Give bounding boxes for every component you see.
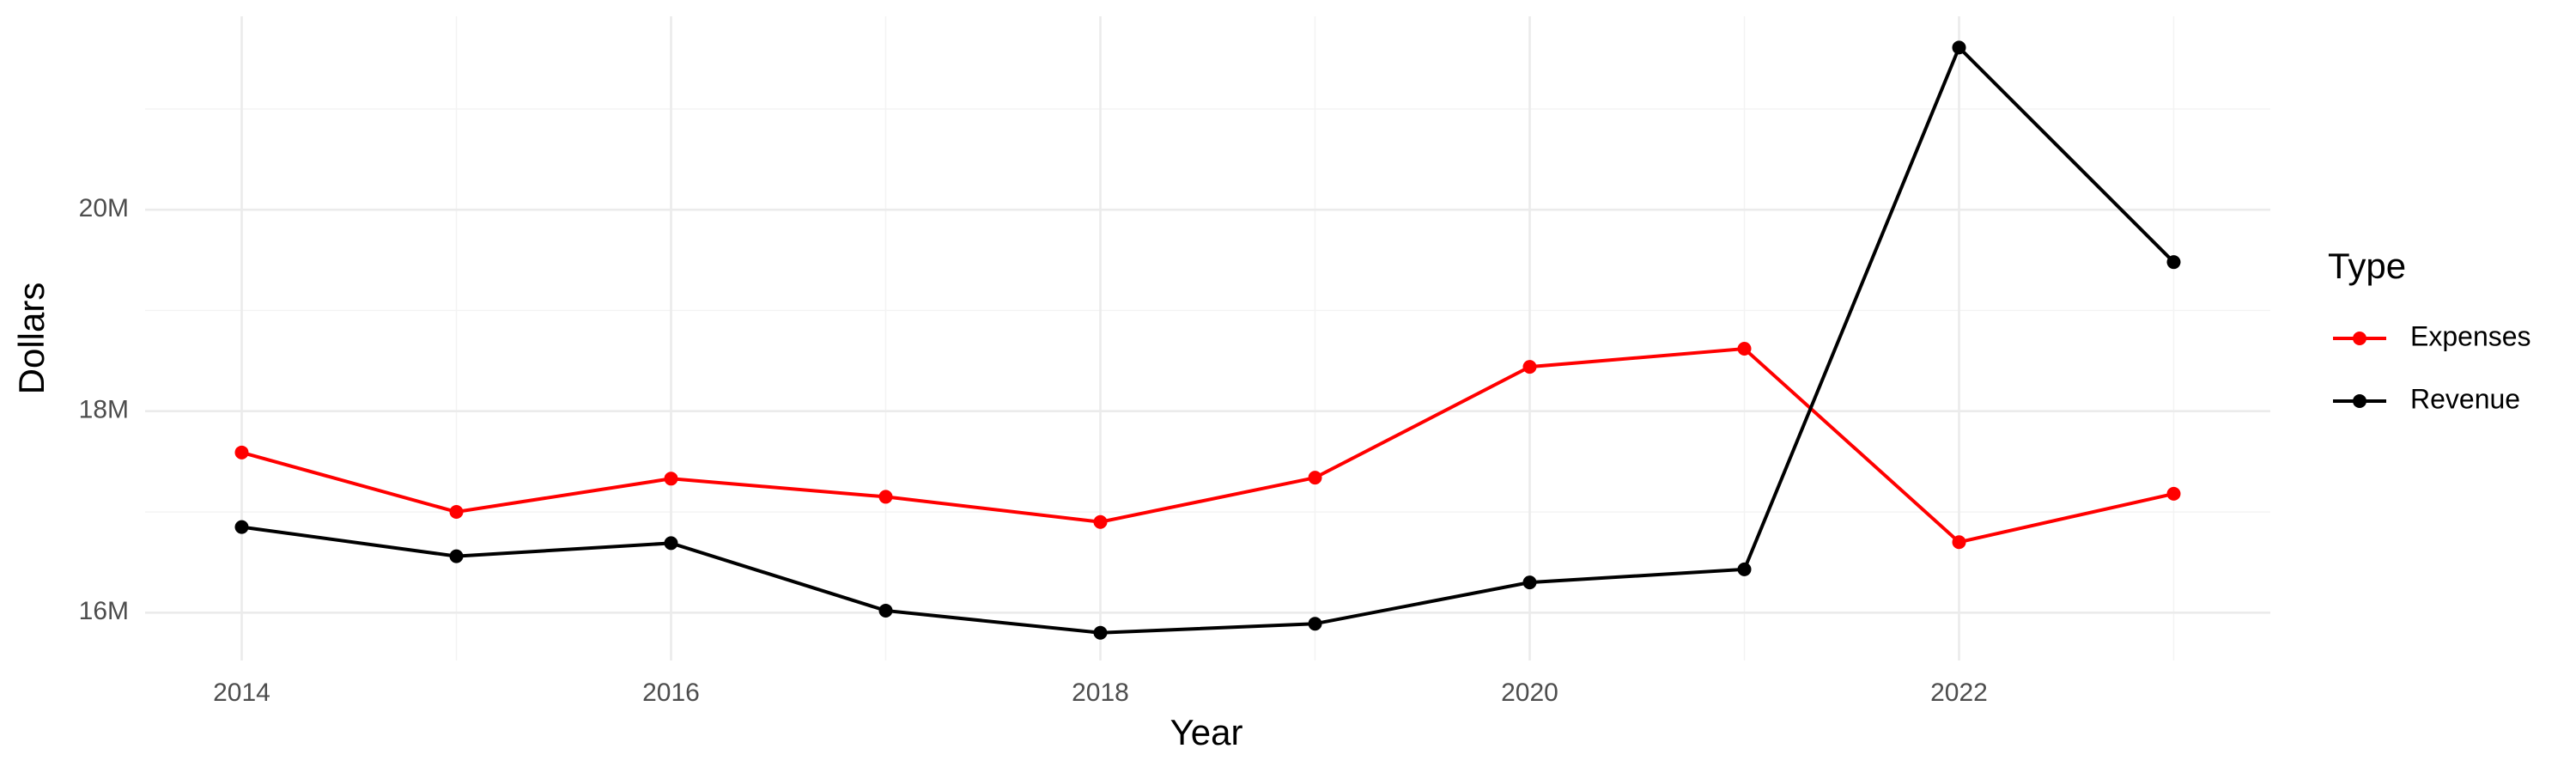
data-point xyxy=(449,505,464,520)
data-point xyxy=(234,520,249,534)
data-point xyxy=(664,472,678,486)
legend-label: Revenue xyxy=(2410,383,2520,414)
data-point xyxy=(1737,342,1752,356)
data-point xyxy=(1522,575,1537,590)
x-tick-label: 2014 xyxy=(213,679,270,707)
data-point xyxy=(1952,535,1966,550)
data-point xyxy=(1308,617,1322,631)
data-point xyxy=(878,603,893,618)
x-tick-label: 2018 xyxy=(1072,679,1129,707)
legend-label: Expenses xyxy=(2410,320,2531,351)
data-point xyxy=(234,445,249,460)
legend-marker xyxy=(2353,332,2366,345)
x-tick-label: 2020 xyxy=(1501,679,1558,707)
y-axis-title: Dollars xyxy=(11,283,52,395)
series-line xyxy=(241,44,2175,635)
data-point xyxy=(1952,40,1966,55)
series-line xyxy=(240,346,2174,545)
data-point xyxy=(1093,514,1108,529)
y-tick-label: 16M xyxy=(79,597,129,625)
x-tick-label: 2022 xyxy=(1930,679,1988,707)
data-point xyxy=(2166,255,2181,270)
x-axis-title: Year xyxy=(1170,712,1243,752)
data-point xyxy=(2166,486,2181,501)
data-point xyxy=(878,490,893,504)
legend-marker xyxy=(2353,394,2366,408)
data-point xyxy=(1093,625,1108,640)
data-point xyxy=(1308,471,1322,485)
data-point xyxy=(1522,360,1537,374)
data-point xyxy=(449,549,464,563)
data-point xyxy=(1737,562,1752,576)
legend-title: Type xyxy=(2328,246,2406,286)
data-point xyxy=(664,536,678,551)
y-tick-label: 18M xyxy=(79,396,129,424)
y-tick-label: 20M xyxy=(79,194,129,222)
x-tick-label: 2016 xyxy=(642,679,700,707)
